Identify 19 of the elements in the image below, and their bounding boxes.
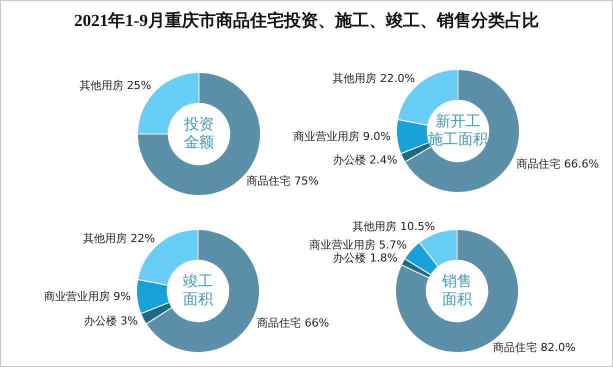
- slice-label: 商品住宅 75%: [246, 174, 319, 188]
- slice-label: 商业营业用房 9.0%: [293, 130, 391, 144]
- slice-label: 其他用房 10.5%: [352, 220, 436, 233]
- slice-label: 办公楼 3%: [84, 314, 138, 328]
- slice-label: 商业营业用房 9%: [44, 290, 131, 304]
- slice-label: 商品住宅 82.0%: [493, 340, 576, 354]
- chart-title: 2021年1-9月重庆市商品住宅投资、施工、竣工、销售分类占比: [73, 10, 540, 32]
- slice-label: 商品住宅 66.6%: [516, 157, 599, 170]
- slice-label: 商品住宅 66%: [257, 316, 330, 330]
- text: 竣工面积: [183, 272, 213, 308]
- slice-label: 办公楼 1.8%: [333, 252, 398, 265]
- slice-label: 办公楼 2.4%: [332, 153, 398, 166]
- slice-label: 其他用房 22%: [83, 232, 155, 245]
- text: 新开工施工面积: [428, 112, 488, 148]
- slice-label: 其他用房 22.0%: [332, 72, 415, 85]
- text: 销售面积: [441, 272, 472, 308]
- text: 投资金额: [183, 114, 214, 151]
- slice-label: 其他用房 25%: [79, 79, 152, 92]
- slice-label: 商业营业用房 5.7%: [309, 238, 407, 252]
